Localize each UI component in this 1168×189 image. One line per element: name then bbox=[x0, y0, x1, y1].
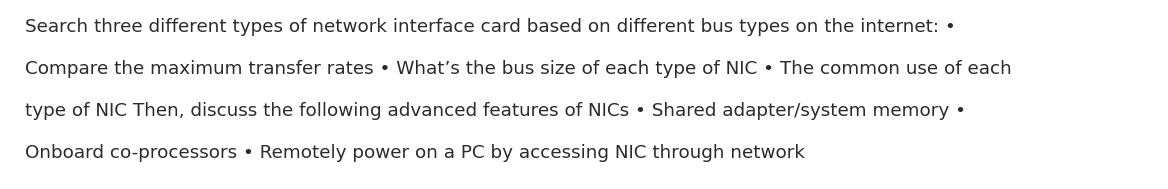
Text: Compare the maximum transfer rates • What’s the bus size of each type of NIC • T: Compare the maximum transfer rates • Wha… bbox=[25, 60, 1011, 78]
Text: Onboard co-processors • Remotely power on a PC by accessing NIC through network: Onboard co-processors • Remotely power o… bbox=[25, 144, 805, 162]
Text: Search three different types of network interface card based on different bus ty: Search three different types of network … bbox=[25, 18, 955, 36]
Text: type of NIC Then, discuss the following advanced features of NICs • Shared adapt: type of NIC Then, discuss the following … bbox=[25, 102, 966, 120]
